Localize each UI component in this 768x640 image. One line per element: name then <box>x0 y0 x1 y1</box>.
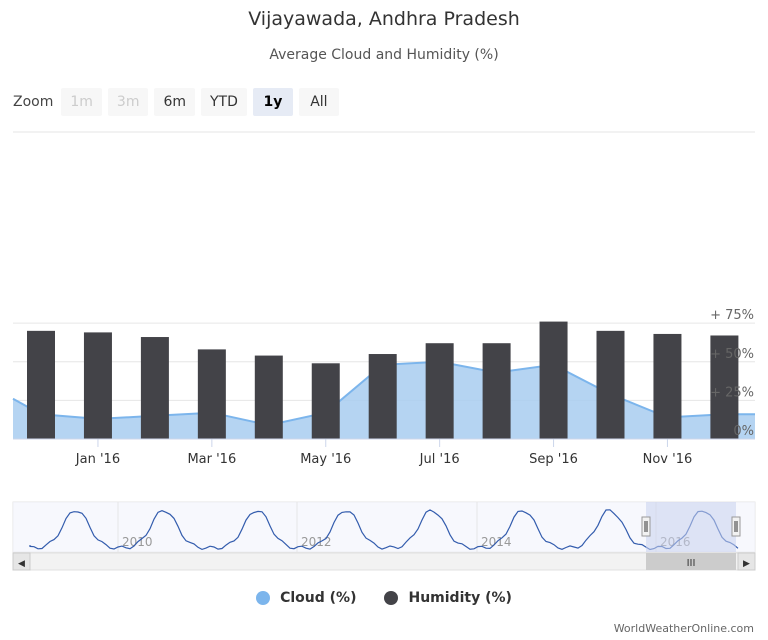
zoom-button-3m[interactable]: 3m <box>107 88 149 116</box>
x-tick-label: May '16 <box>300 452 351 467</box>
chart-subtitle: Average Cloud and Humidity (%) <box>269 47 499 63</box>
humidity-bar <box>539 321 568 439</box>
navigator-selection-mask[interactable] <box>646 502 736 552</box>
zoom-button-6m[interactable]: 6m <box>154 88 195 116</box>
y-tick-label: + 75% <box>710 308 754 323</box>
credit-link[interactable]: WorldWeatherOnline.com <box>613 622 754 635</box>
legend-label-cloud: Cloud (%) <box>280 590 357 606</box>
chart-title: Vijayawada, Andhra Pradesh <box>248 8 520 30</box>
scrollbar-grip-icon: III <box>687 558 696 569</box>
humidity-bar <box>83 332 112 439</box>
zoom-button-ytd[interactable]: YTD <box>201 88 247 116</box>
left-arrow-icon: ◀ <box>18 559 25 569</box>
navigator-series-line <box>29 509 739 551</box>
legend: Cloud (%) Humidity (%) <box>0 590 768 606</box>
humidity-bar <box>27 330 55 439</box>
legend-item-cloud[interactable]: Cloud (%) <box>256 590 356 606</box>
humidity-bar <box>482 343 511 439</box>
zoom-button-1m[interactable]: 1m <box>61 88 102 116</box>
humidity-legend-icon <box>384 591 399 605</box>
humidity-bar <box>140 337 169 439</box>
y-tick-label: + 25% <box>710 385 754 400</box>
legend-label-humidity: Humidity (%) <box>408 590 512 606</box>
x-tick-label: Mar '16 <box>187 452 236 467</box>
x-tick-label: Jan '16 <box>75 452 120 467</box>
zoom-label: Zoom <box>13 94 54 110</box>
scrollbar-left-button[interactable] <box>12 552 31 571</box>
x-tick-label: Sep '16 <box>529 452 578 467</box>
scrollbar-right-button[interactable] <box>737 552 756 571</box>
x-tick-label: Jul '16 <box>419 452 460 467</box>
humidity-bar <box>368 354 397 439</box>
navigator-handle-right[interactable] <box>731 516 741 537</box>
zoom-button-1y[interactable]: 1y <box>252 88 293 116</box>
cloud-legend-icon <box>256 591 271 605</box>
scrollbar[interactable]: ◀ III ▶ <box>12 552 756 571</box>
scrollbar-thumb[interactable] <box>646 553 736 570</box>
navigator-year-label: 2012 <box>301 535 332 549</box>
y-tick-label: + 50% <box>710 347 754 362</box>
humidity-bar <box>425 343 454 439</box>
scrollbar-track[interactable] <box>12 552 756 571</box>
humidity-bar <box>653 333 682 439</box>
right-arrow-icon: ▶ <box>743 559 750 569</box>
humidity-series <box>27 321 739 439</box>
zoom-button-all[interactable]: All <box>298 88 339 116</box>
navigator[interactable]: 2010201220142016 <box>12 501 756 553</box>
humidity-bar <box>596 330 625 439</box>
y-axis: 0% + 25% + 50% + 75% <box>710 308 754 439</box>
navigator-handle-left[interactable] <box>641 516 651 537</box>
x-tick-label: Nov '16 <box>643 452 693 467</box>
range-selector: Zoom 1m 3m 6m YTD 1y All <box>13 88 345 116</box>
legend-item-humidity[interactable]: Humidity (%) <box>384 590 512 606</box>
y-tick-label: 0% <box>733 424 754 439</box>
humidity-bar <box>254 355 283 439</box>
humidity-bar <box>710 335 739 439</box>
x-axis: Jan '16 Mar '16 May '16 Jul '16 Sep '16 Nov '… <box>75 439 692 467</box>
humidity-bar <box>311 363 340 439</box>
humidity-bar <box>197 349 226 439</box>
